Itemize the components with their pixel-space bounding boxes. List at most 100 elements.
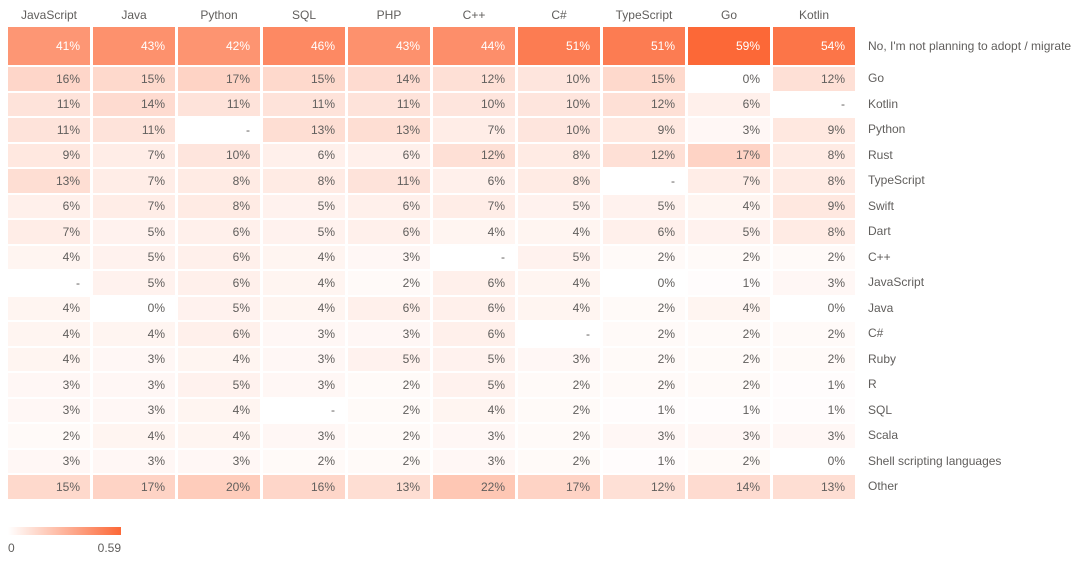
heatmap-cell[interactable]: 12% bbox=[433, 143, 515, 167]
heatmap-cell[interactable]: 4% bbox=[93, 322, 175, 346]
heatmap-cell[interactable]: 2% bbox=[518, 373, 600, 397]
heatmap-cell[interactable]: - bbox=[518, 322, 600, 346]
heatmap-cell[interactable]: 12% bbox=[603, 475, 685, 499]
heatmap-cell[interactable]: 20% bbox=[178, 475, 260, 499]
heatmap-cell[interactable]: 14% bbox=[688, 475, 770, 499]
heatmap-cell[interactable]: - bbox=[263, 398, 345, 422]
heatmap-cell[interactable]: 0% bbox=[603, 271, 685, 295]
heatmap-cell[interactable]: 3% bbox=[433, 449, 515, 473]
heatmap-cell[interactable]: 8% bbox=[518, 143, 600, 167]
heatmap-cell[interactable]: 10% bbox=[518, 67, 600, 91]
heatmap-cell[interactable]: 44% bbox=[433, 27, 515, 65]
heatmap-cell[interactable]: 7% bbox=[433, 194, 515, 218]
heatmap-cell[interactable]: 46% bbox=[263, 27, 345, 65]
heatmap-cell[interactable]: 0% bbox=[773, 296, 855, 320]
heatmap-cell[interactable]: 4% bbox=[433, 398, 515, 422]
heatmap-cell[interactable]: 11% bbox=[348, 92, 430, 116]
heatmap-cell[interactable]: 41% bbox=[8, 27, 90, 65]
heatmap-cell[interactable]: 2% bbox=[8, 424, 90, 448]
heatmap-cell[interactable]: 3% bbox=[263, 347, 345, 371]
heatmap-cell[interactable]: 4% bbox=[8, 322, 90, 346]
heatmap-cell[interactable]: 11% bbox=[8, 118, 90, 142]
heatmap-cell[interactable]: 2% bbox=[773, 322, 855, 346]
heatmap-cell[interactable]: 3% bbox=[93, 449, 175, 473]
heatmap-cell[interactable]: 4% bbox=[178, 398, 260, 422]
heatmap-cell[interactable]: 5% bbox=[178, 296, 260, 320]
heatmap-cell[interactable]: 6% bbox=[688, 92, 770, 116]
heatmap-cell[interactable]: 43% bbox=[93, 27, 175, 65]
heatmap-cell[interactable]: 1% bbox=[603, 398, 685, 422]
heatmap-cell[interactable]: 8% bbox=[773, 143, 855, 167]
heatmap-cell[interactable]: 6% bbox=[433, 169, 515, 193]
heatmap-cell[interactable]: 3% bbox=[433, 424, 515, 448]
heatmap-cell[interactable]: 4% bbox=[178, 347, 260, 371]
heatmap-cell[interactable]: 6% bbox=[433, 271, 515, 295]
heatmap-cell[interactable]: 11% bbox=[93, 118, 175, 142]
heatmap-cell[interactable]: 5% bbox=[518, 245, 600, 269]
heatmap-cell[interactable]: 15% bbox=[603, 67, 685, 91]
heatmap-cell[interactable]: 3% bbox=[348, 322, 430, 346]
heatmap-cell[interactable]: 6% bbox=[348, 194, 430, 218]
heatmap-cell[interactable]: 16% bbox=[8, 67, 90, 91]
heatmap-cell[interactable]: 3% bbox=[688, 118, 770, 142]
heatmap-cell[interactable]: 12% bbox=[773, 67, 855, 91]
heatmap-cell[interactable]: 3% bbox=[688, 424, 770, 448]
heatmap-cell[interactable]: 3% bbox=[518, 347, 600, 371]
heatmap-cell[interactable]: 7% bbox=[8, 220, 90, 244]
heatmap-cell[interactable]: 9% bbox=[773, 194, 855, 218]
heatmap-cell[interactable]: 6% bbox=[348, 143, 430, 167]
heatmap-cell[interactable]: 3% bbox=[93, 347, 175, 371]
heatmap-cell[interactable]: 6% bbox=[8, 194, 90, 218]
heatmap-cell[interactable]: 43% bbox=[348, 27, 430, 65]
heatmap-cell[interactable]: 12% bbox=[433, 67, 515, 91]
heatmap-cell[interactable]: 6% bbox=[178, 220, 260, 244]
heatmap-cell[interactable]: 5% bbox=[93, 271, 175, 295]
heatmap-cell[interactable]: 3% bbox=[8, 373, 90, 397]
heatmap-cell[interactable]: 2% bbox=[688, 245, 770, 269]
heatmap-cell[interactable]: 9% bbox=[773, 118, 855, 142]
heatmap-cell[interactable]: 3% bbox=[8, 398, 90, 422]
heatmap-cell[interactable]: 2% bbox=[348, 449, 430, 473]
heatmap-cell[interactable]: 3% bbox=[8, 449, 90, 473]
heatmap-cell[interactable]: 10% bbox=[518, 118, 600, 142]
heatmap-cell[interactable]: 1% bbox=[603, 449, 685, 473]
heatmap-cell[interactable]: 1% bbox=[773, 373, 855, 397]
heatmap-cell[interactable]: 6% bbox=[178, 245, 260, 269]
heatmap-cell[interactable]: 6% bbox=[178, 322, 260, 346]
heatmap-cell[interactable]: 4% bbox=[433, 220, 515, 244]
heatmap-cell[interactable]: 14% bbox=[93, 92, 175, 116]
heatmap-cell[interactable]: 17% bbox=[518, 475, 600, 499]
heatmap-cell[interactable]: 3% bbox=[603, 424, 685, 448]
heatmap-cell[interactable]: 5% bbox=[603, 194, 685, 218]
heatmap-cell[interactable]: 1% bbox=[688, 398, 770, 422]
heatmap-cell[interactable]: 10% bbox=[178, 143, 260, 167]
heatmap-cell[interactable]: 17% bbox=[688, 143, 770, 167]
heatmap-cell[interactable]: 17% bbox=[178, 67, 260, 91]
heatmap-cell[interactable]: 5% bbox=[263, 194, 345, 218]
heatmap-cell[interactable]: - bbox=[8, 271, 90, 295]
heatmap-cell[interactable]: 5% bbox=[263, 220, 345, 244]
heatmap-cell[interactable]: 3% bbox=[178, 449, 260, 473]
heatmap-cell[interactable]: 3% bbox=[93, 398, 175, 422]
heatmap-cell[interactable]: 3% bbox=[263, 373, 345, 397]
heatmap-cell[interactable]: 51% bbox=[603, 27, 685, 65]
heatmap-cell[interactable]: 5% bbox=[93, 245, 175, 269]
heatmap-cell[interactable]: 4% bbox=[93, 424, 175, 448]
heatmap-cell[interactable]: 4% bbox=[518, 220, 600, 244]
heatmap-cell[interactable]: 2% bbox=[603, 322, 685, 346]
heatmap-cell[interactable]: 5% bbox=[433, 347, 515, 371]
heatmap-cell[interactable]: 3% bbox=[348, 245, 430, 269]
heatmap-cell[interactable]: 8% bbox=[773, 169, 855, 193]
heatmap-cell[interactable]: 6% bbox=[178, 271, 260, 295]
heatmap-cell[interactable]: 3% bbox=[773, 424, 855, 448]
heatmap-cell[interactable]: 4% bbox=[688, 194, 770, 218]
heatmap-cell[interactable]: 2% bbox=[518, 449, 600, 473]
heatmap-cell[interactable]: 4% bbox=[263, 296, 345, 320]
heatmap-cell[interactable]: - bbox=[773, 92, 855, 116]
heatmap-cell[interactable]: 3% bbox=[93, 373, 175, 397]
heatmap-cell[interactable]: 4% bbox=[8, 245, 90, 269]
heatmap-cell[interactable]: 8% bbox=[178, 169, 260, 193]
heatmap-cell[interactable]: 6% bbox=[263, 143, 345, 167]
heatmap-cell[interactable]: 13% bbox=[263, 118, 345, 142]
heatmap-cell[interactable]: 3% bbox=[773, 271, 855, 295]
